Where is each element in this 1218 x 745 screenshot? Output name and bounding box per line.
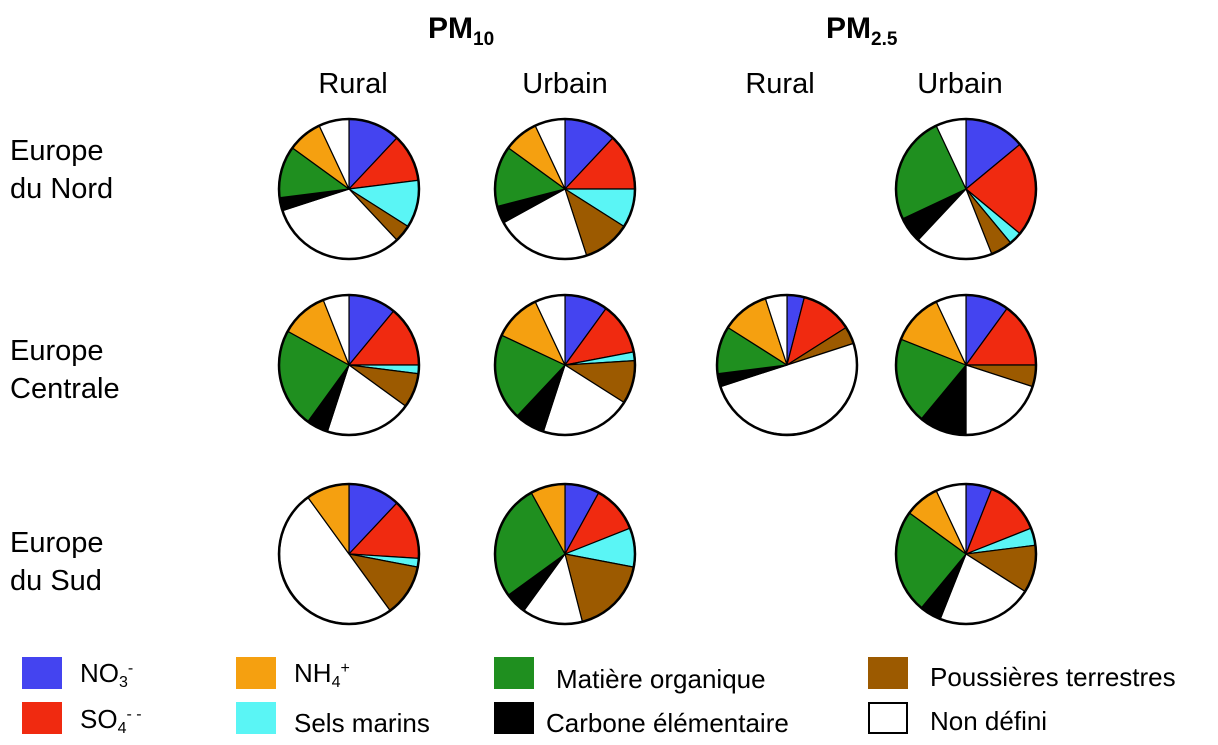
pie-europe-du-sud-pm10-rural [277,482,421,626]
header-pm25: PM2.5 [826,12,898,50]
legend-label-non-defini: Non défini [930,706,1048,736]
row-label-line: du Nord [10,173,114,205]
legend-label-so4: SO4- - [80,704,142,737]
legend-swatch-carbone-elementaire [494,702,534,734]
row-label-line: Europe [10,335,104,367]
header-pm10-sub: 10 [473,29,495,50]
pie-outline [277,482,421,626]
pie-europe-centrale-pm10-rural [277,293,421,437]
row-label-centrale: Europe Centrale [10,332,120,408]
pie-outline [277,117,421,261]
pie-europe-du-nord-pm2-5-urbain [894,117,1038,261]
pie-outline [277,293,421,437]
pie-outline [493,293,637,437]
pie-outline [493,482,637,626]
row-label-nord: Europe du Nord [10,132,113,208]
row-label-sud: Europe du Sud [10,524,104,600]
legend-label-no3: NO3- [80,658,134,691]
row-label-line: du Sud [10,565,102,597]
header-pm10-main: PM [428,12,473,45]
legend-swatch-so4 [22,702,62,734]
column-label: Urbain [522,68,608,100]
legend-swatch-non-defini [868,702,908,734]
pie-outline [894,117,1038,261]
row-label-line: Europe [10,135,104,167]
header-pm10: PM10 [428,12,495,50]
pie-europe-du-sud-pm2-5-urbain [894,482,1038,626]
column-label: Urbain [917,68,1003,100]
pie-outline [894,482,1038,626]
legend-label-nh4: NH4+ [294,658,350,691]
legend-swatch-nh4 [236,657,276,689]
row-label-line: Europe [10,527,104,559]
pie-europe-du-sud-pm10-urbain [493,482,637,626]
column-label: Rural [318,68,388,100]
pie-outline [894,293,1038,437]
legend-label-poussieres-terrestres: Poussières terrestres [930,662,1176,692]
legend-swatch-matiere-organique [494,657,534,689]
pie-europe-du-nord-pm10-rural [277,117,421,261]
legend-label-carbone-elementaire: Carbone élémentaire [546,708,789,738]
pie-europe-du-nord-pm10-urbain [493,117,637,261]
header-pm25-sub: 2.5 [871,29,898,50]
legend-label-matiere-organique: Matière organique [556,664,766,694]
pie-europe-centrale-pm2-5-rural [715,293,859,437]
pie-europe-centrale-pm2-5-urbain [894,293,1038,437]
legend-swatch-poussieres-terrestres [868,657,908,689]
column-label: Rural [745,68,815,100]
header-pm25-main: PM [826,12,871,45]
pie-chart-grid [277,117,1038,626]
legend-swatch-sels-marins [236,702,276,734]
pie-outline [493,117,637,261]
pie-outline [715,293,859,437]
legend-label-sels-marins: Sels marins [294,708,430,738]
legend-swatch-no3 [22,657,62,689]
pie-europe-centrale-pm10-urbain [493,293,637,437]
row-label-line: Centrale [10,373,120,405]
